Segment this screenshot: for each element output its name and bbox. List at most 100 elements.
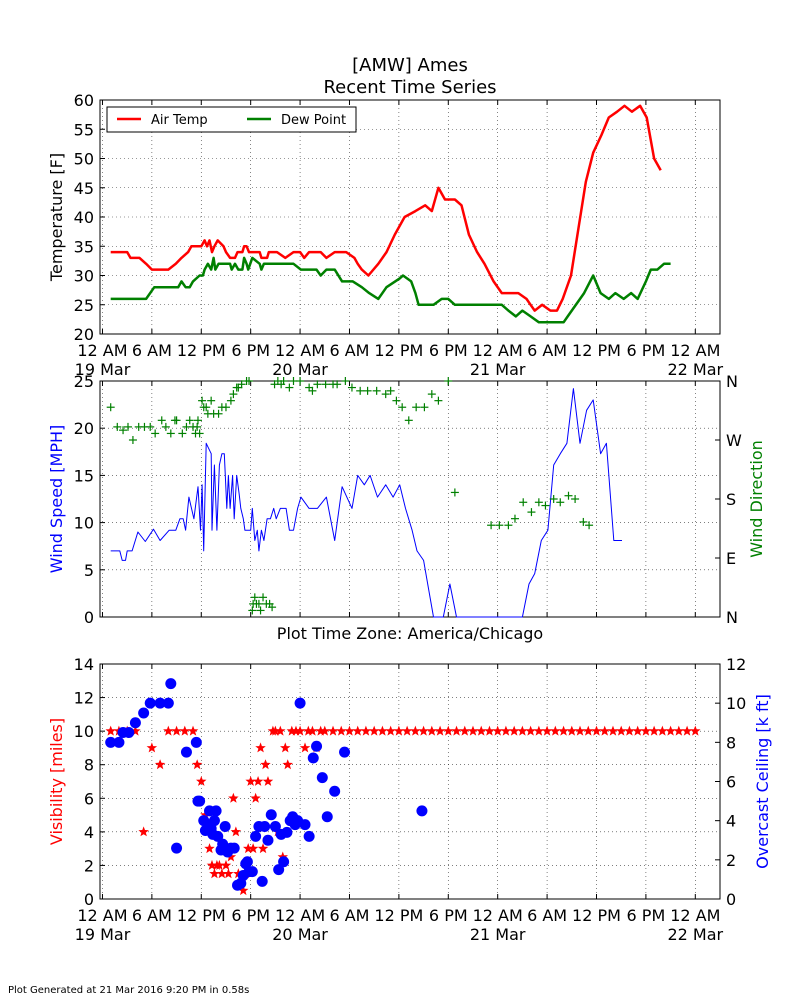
ytick-label: 4 <box>84 823 94 842</box>
visibility-point <box>270 725 281 736</box>
legend-box <box>106 106 357 133</box>
visibility-point <box>673 725 685 736</box>
y2tick-label: 2 <box>726 851 736 870</box>
xtick-label: 12 AM <box>473 906 523 925</box>
y2tick-label: 6 <box>726 773 736 792</box>
visibility-point <box>681 725 693 736</box>
wind-direction-point <box>178 429 187 438</box>
visibility-point <box>484 725 495 736</box>
xtick-date-label: 20 Mar <box>272 360 328 379</box>
xtick-label: 6 PM <box>429 341 468 360</box>
visibility-point <box>336 725 347 736</box>
y2tick-label: N <box>726 372 738 391</box>
visibility-point <box>230 826 242 837</box>
wind-direction-point <box>151 429 160 438</box>
wind-direction-point <box>113 422 122 431</box>
legend-label: Dew Point <box>281 113 346 128</box>
wind-direction-point <box>161 422 170 431</box>
visibility-point <box>377 725 388 736</box>
ceiling-point <box>256 875 268 887</box>
wind-direction-point <box>434 396 443 405</box>
ytick-label: 8 <box>84 756 94 775</box>
wind-direction-point <box>229 390 238 399</box>
visibility-point <box>640 725 652 736</box>
ytick-label: 10 <box>74 514 94 533</box>
visibility-point <box>558 725 569 736</box>
visibility-point <box>187 725 199 736</box>
ytick-label: 14 <box>74 655 94 674</box>
wind-direction-point <box>214 409 223 418</box>
wind-direction-point <box>166 429 175 438</box>
visibility-point <box>252 776 264 786</box>
wind-direction-point <box>564 491 573 500</box>
ceiling-point <box>190 736 202 748</box>
y2tick-label: 4 <box>726 812 736 831</box>
visibility-point <box>260 759 271 770</box>
visibility-point <box>245 776 256 786</box>
ceiling-point <box>339 746 351 758</box>
visibility-point <box>599 725 610 736</box>
visibility-point <box>566 725 577 736</box>
ceiling-point <box>228 842 240 854</box>
visibility-point <box>204 843 215 854</box>
visibility-point <box>130 725 141 736</box>
wind-direction-point <box>356 386 365 395</box>
ytick-label: 55 <box>74 120 94 139</box>
visibility-point <box>262 776 274 786</box>
wind-direction-point <box>487 521 496 530</box>
ceiling-point <box>316 772 328 784</box>
ceiling-point <box>299 819 311 831</box>
y2tick-label: N <box>726 608 738 627</box>
y2-axis-label: Overcast Ceiling [k ft] <box>753 694 772 869</box>
wind-direction-point <box>259 593 268 602</box>
xtick-label: 6 AM <box>527 906 567 925</box>
xtick-label: 6 PM <box>627 906 666 925</box>
wind-direction-point <box>185 416 194 425</box>
ytick-label: 60 <box>74 91 94 110</box>
visibility-point <box>307 725 318 736</box>
wind-direction-point <box>527 508 536 517</box>
visibility-point <box>426 725 438 736</box>
ceiling-point <box>259 821 271 833</box>
footer-text: Plot Generated at 21 Mar 2016 9:20 PM in… <box>8 985 249 996</box>
visibility-point <box>196 776 207 786</box>
visibility-point <box>282 759 293 770</box>
xtick-label: 12 PM <box>177 906 226 925</box>
wind-direction-point <box>106 403 115 412</box>
xtick-label: 6 AM <box>329 906 369 925</box>
series-line-air-temp <box>110 104 662 312</box>
visibility-point <box>247 843 259 854</box>
wind-direction-point <box>234 383 243 392</box>
visibility-point <box>467 725 479 736</box>
visibility-point <box>257 843 269 854</box>
wind-direction-point <box>541 501 550 510</box>
ceiling-point <box>241 856 253 868</box>
legend: Air Temp Dew Point <box>106 106 357 133</box>
wind-direction-point <box>226 396 235 405</box>
wind-direction-point <box>237 380 246 389</box>
wind-direction-point <box>381 390 390 399</box>
visibility-point <box>410 725 421 736</box>
wind-direction-point <box>193 416 202 425</box>
visibility-point <box>517 725 528 736</box>
wind-direction-point <box>386 386 395 395</box>
ytick-label: 12 <box>74 689 94 708</box>
wind-direction-point <box>372 386 381 395</box>
xtick-label: 6 AM <box>132 906 172 925</box>
visibility-point <box>327 725 339 736</box>
xtick-date-label: 20 Mar <box>272 925 328 944</box>
ceiling-point <box>321 811 333 823</box>
ceiling-point <box>246 866 258 878</box>
wind-direction-point <box>128 436 137 444</box>
ceiling-point <box>154 697 166 709</box>
visibility-point <box>223 868 234 879</box>
ceiling-point <box>144 697 156 709</box>
wind-direction-point <box>398 403 407 412</box>
visibility-point <box>243 843 254 854</box>
wind-direction-point <box>579 517 588 526</box>
wind-direction-point <box>195 429 204 438</box>
wind-direction-point <box>119 426 128 435</box>
visibility-point <box>500 725 512 736</box>
visibility-point <box>648 725 660 736</box>
